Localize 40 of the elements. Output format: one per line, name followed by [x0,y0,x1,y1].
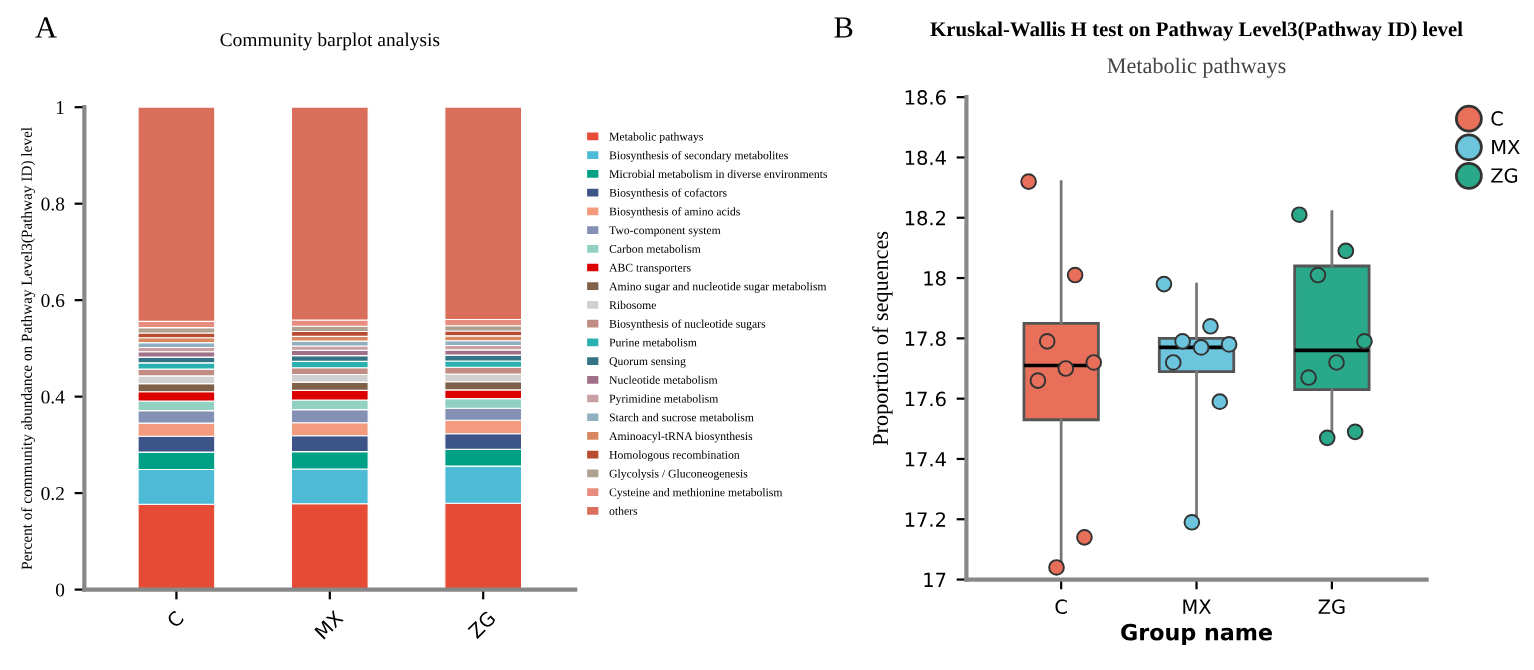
x-axis-title: Group name [1121,623,1272,645]
bar [137,327,216,334]
chart-title: Community barplot analysis [220,32,440,51]
bar [137,351,216,358]
bar [137,107,216,322]
y-tick-label: 0.8 [41,197,65,211]
bar [444,349,523,356]
y-tick-label: 0.2 [41,486,64,501]
x-tick-label: C [165,610,185,629]
y-tick-label: 17.2 [905,512,946,527]
legend-label: MX [1492,139,1520,155]
x-tick-label: MX [1183,599,1211,614]
y-tick-label: 17.4 [905,452,946,467]
y-tick-label: 17.8 [905,331,946,347]
y-tick-label: 0.6 [41,293,65,308]
x-tick-label: ZG [1318,599,1345,615]
y-tick-label: 0.4 [41,390,65,404]
chart-subtitle: Metabolic pathways [1107,57,1286,78]
x-tick-label: ZG [467,610,497,640]
legend-label: C [1491,111,1503,126]
text: B [834,17,853,38]
bar [444,107,523,321]
bar [290,373,369,383]
chart-title: Kruskal-Wallis H test on Pathway Level3(Pathway ID) level [930,21,1463,41]
bar [290,107,369,321]
y-tick-label: 17 [924,572,946,587]
y-axis-title: Proportion of sequences [872,231,893,446]
y-tick-label: 0 [55,583,65,597]
x-tick-label: C [1055,599,1067,615]
y-tick-label: 18.2 [905,210,946,226]
y-tick-label: 17.6 [905,391,946,407]
legend-label: ZG [1491,168,1518,183]
y-tick-label: 18.4 [905,150,946,166]
bar [444,381,523,391]
bar [444,325,523,332]
text: A [35,17,57,38]
x-tick-label: MX [314,609,344,640]
y-tick-label: 18 [924,271,946,286]
y-tick-label: 18.6 [905,90,946,105]
y-tick-label: 1 [56,101,64,114]
